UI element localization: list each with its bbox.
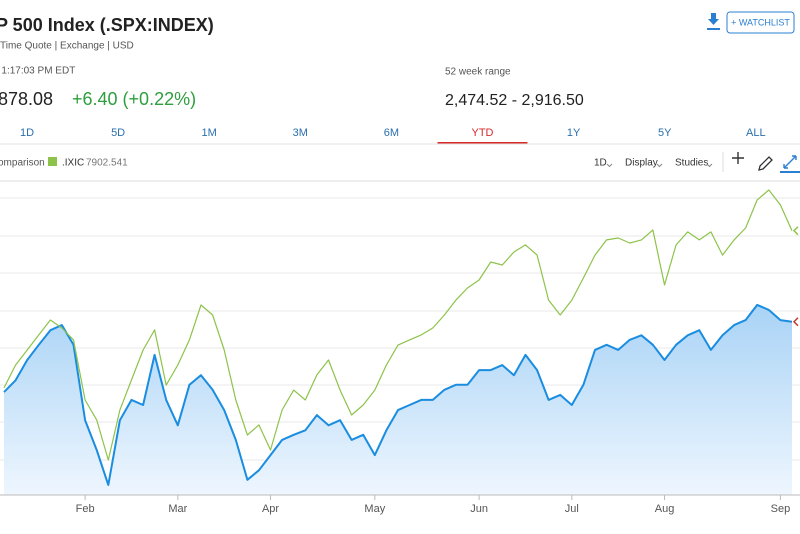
quote-time: | 1:17:03 PM EDT — [0, 66, 75, 77]
period-tabs: 1D 5D 1M 3M 6M YTD 1Y 5Y ALL — [20, 127, 766, 144]
legend-value: 7902.541 — [86, 158, 128, 169]
title: P 500 Index (.SPX:INDEX) — [0, 15, 214, 35]
line — [3, 303, 793, 486]
active-tab-underline — [437, 142, 528, 144]
x-tick-label: Feb — [76, 503, 95, 515]
legend-swatch — [48, 157, 57, 166]
period-tab[interactable]: 1M — [202, 127, 217, 139]
chevron — [656, 163, 663, 168]
display-menu[interactable]: Display — [625, 158, 658, 169]
x-tick-label: May — [364, 503, 385, 515]
period-tab[interactable]: 1Y — [567, 127, 581, 139]
period-tab[interactable]: 5Y — [658, 127, 672, 139]
comparison-label[interactable]: omparison — [0, 158, 45, 169]
period-tab[interactable]: 1D — [20, 127, 34, 139]
x-tick-label: Jun — [470, 503, 488, 515]
x-tick-label: Sep — [771, 503, 791, 515]
studies-menu[interactable]: Studies — [675, 158, 708, 169]
last-value-marker — [792, 226, 799, 236]
price: 878.08 — [0, 89, 53, 109]
chevron — [606, 163, 613, 168]
period-tab[interactable]: 6M — [384, 127, 399, 139]
x-tick-label: Aug — [655, 503, 675, 515]
download-icon[interactable] — [707, 13, 720, 30]
period-tab[interactable]: 3M — [293, 127, 308, 139]
x-tick-label: Jul — [565, 503, 579, 515]
price-change: +6.40 (+0.22%) — [72, 89, 196, 109]
watchlist-button[interactable] — [726, 11, 795, 34]
line — [3, 189, 793, 461]
period-tab[interactable]: ALL — [746, 127, 766, 139]
draw-tool[interactable] — [758, 156, 773, 171]
chevron — [706, 163, 713, 168]
period-tab[interactable]: YTD — [472, 127, 494, 139]
watchlist-label[interactable]: + WATCHLIST — [731, 17, 790, 27]
crosshair-tool[interactable] — [732, 152, 744, 164]
interval-menu[interactable]: 1D — [594, 158, 607, 169]
x-axis-labels: Feb Mar Apr May Jun Jul Aug Sep — [76, 495, 791, 515]
x-tick-label: Apr — [262, 503, 279, 515]
subtitle: Time Quote | Exchange | USD — [0, 41, 134, 52]
x-tick-label: Mar — [168, 503, 187, 515]
legend-name: .IXIC — [62, 158, 84, 169]
expand-tool[interactable] — [783, 155, 797, 169]
plot — [3, 189, 799, 495]
range-value: 2,474.52 - 2,916.50 — [445, 92, 584, 109]
area — [4, 304, 792, 495]
last-value-marker — [792, 317, 799, 327]
range-label: 52 week range — [445, 67, 511, 78]
period-tab[interactable]: 5D — [111, 127, 125, 139]
